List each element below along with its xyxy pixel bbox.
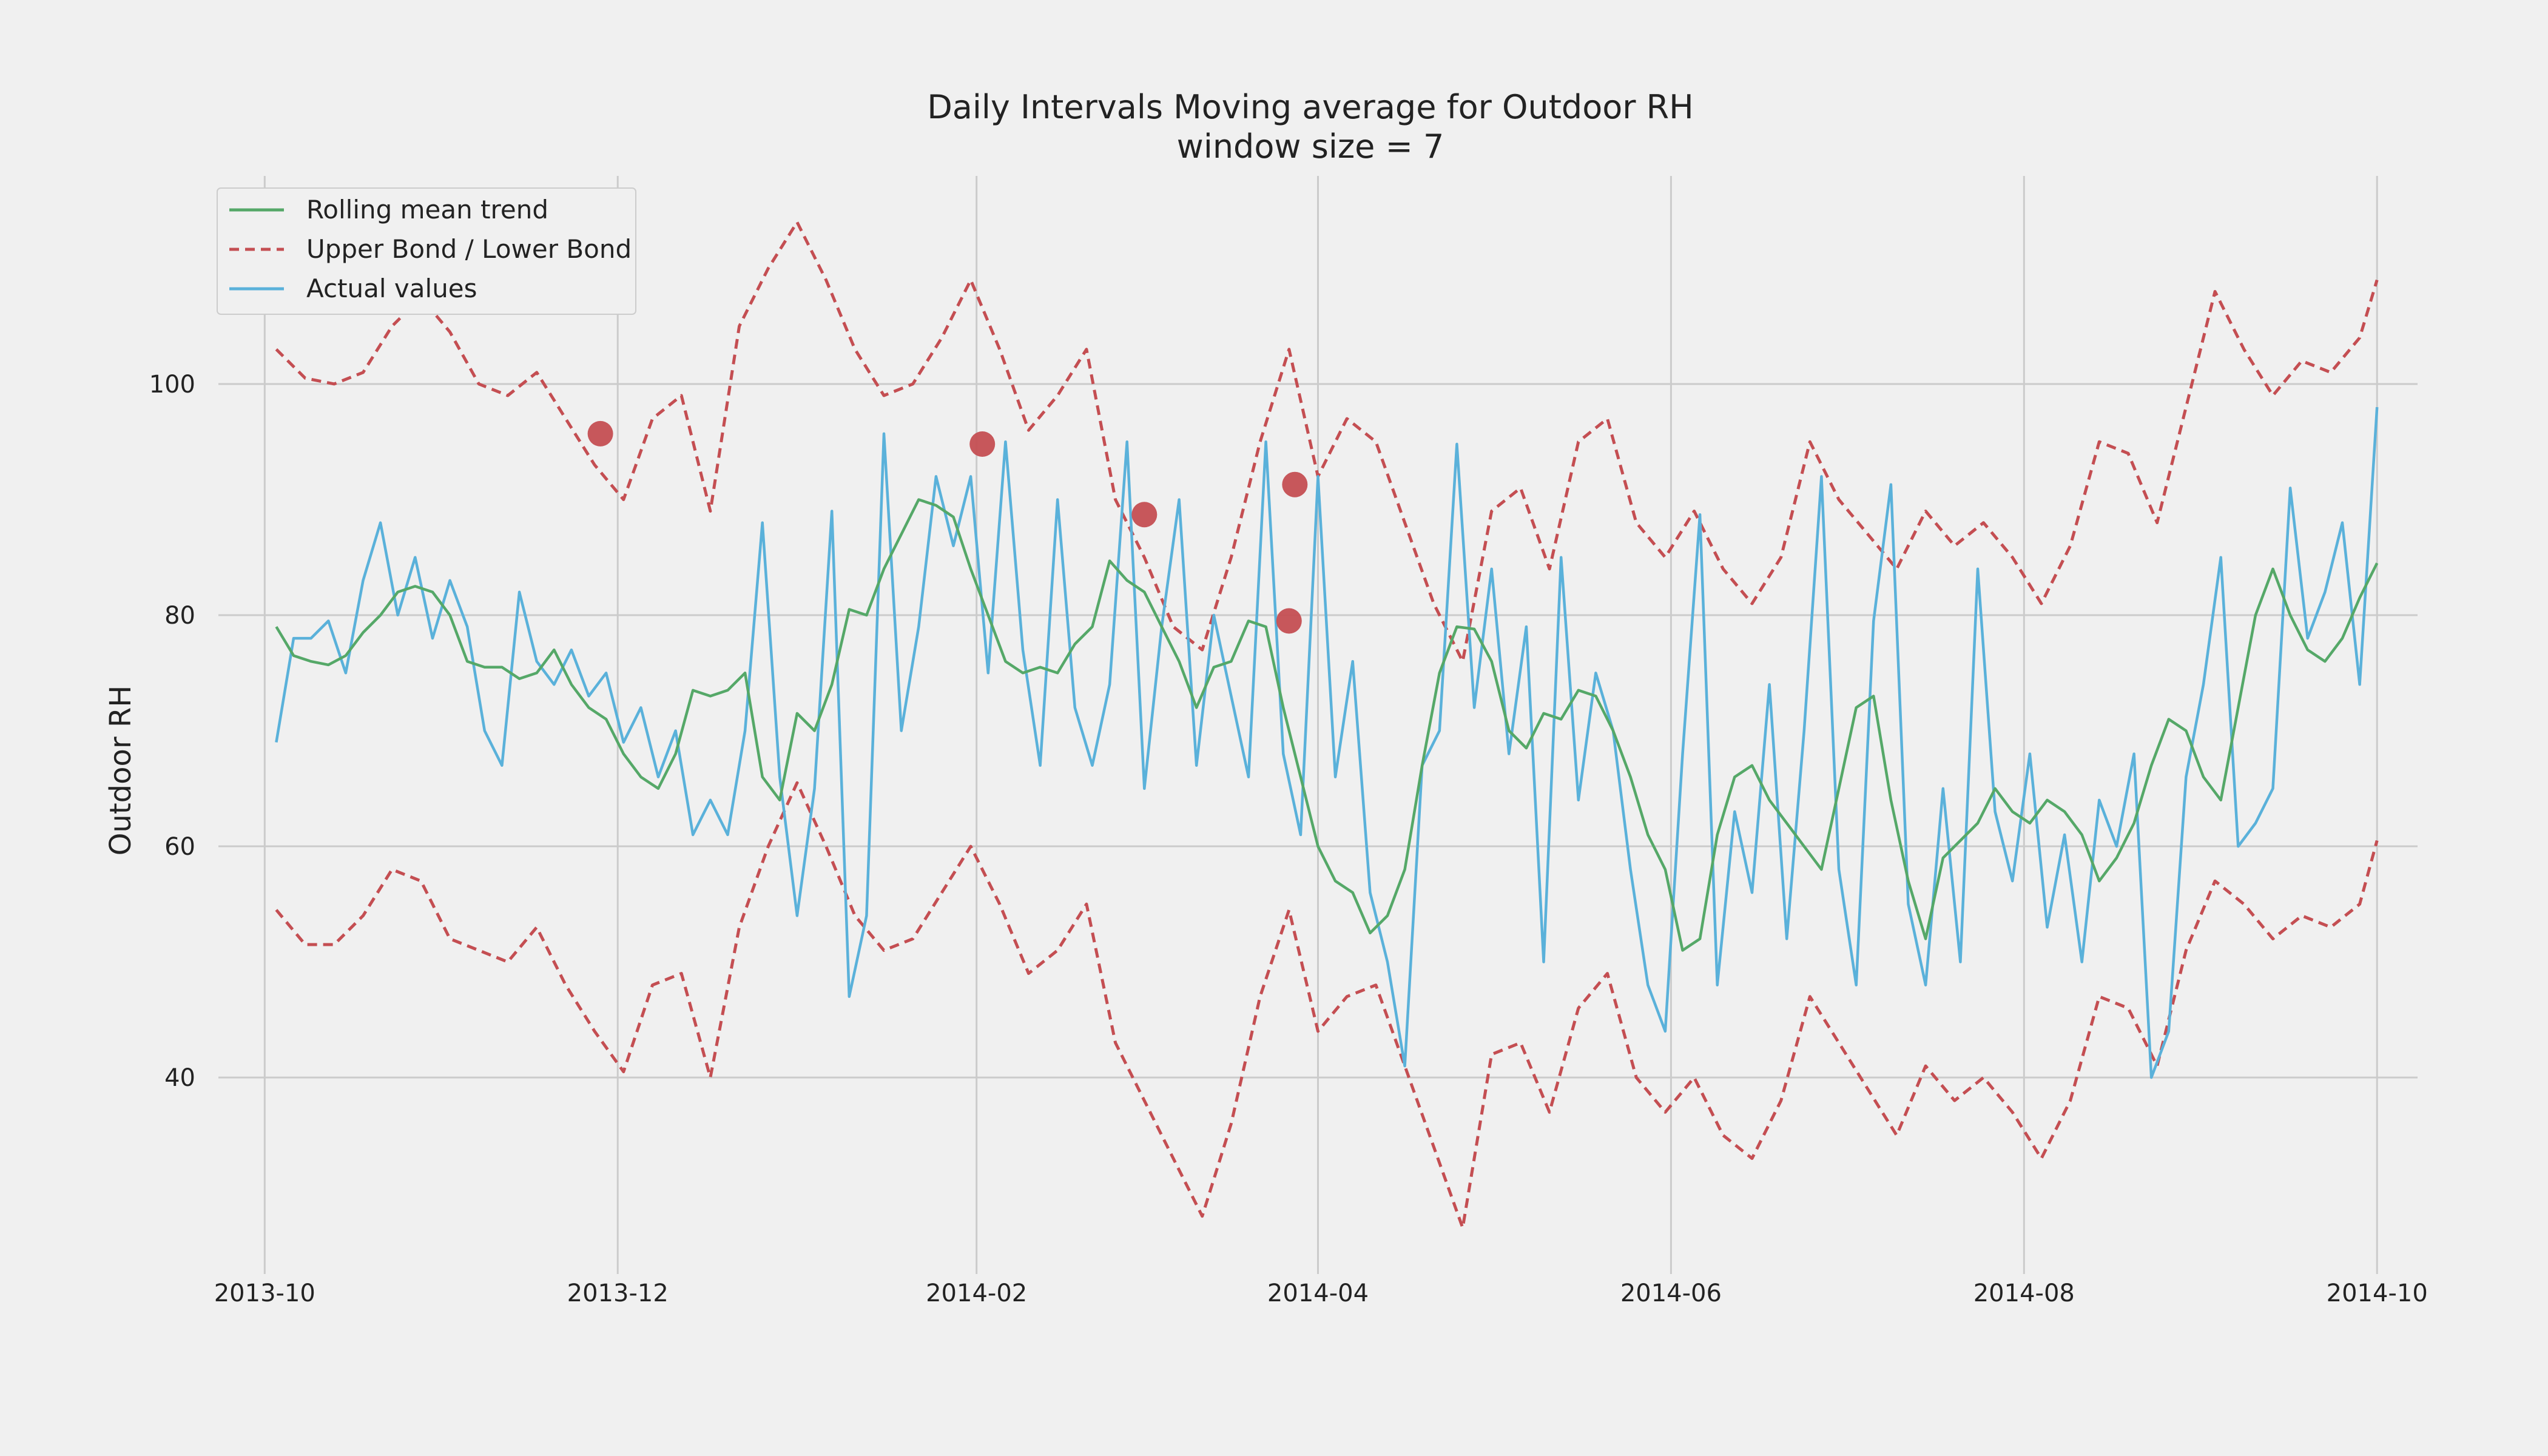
series-line-actual-values [275,406,2379,1079]
series-lines [275,220,2379,1230]
anomaly-marker [1276,608,1302,634]
x-tick-label: 2014-02 [926,1279,1027,1307]
y-tick-labels: 40 60 80 100 [149,371,195,1092]
x-tick-labels: 2013-10 2013-12 2014-02 2014-04 2014-06 2014-… [214,1279,2428,1307]
chart-subtitle: window size = 7 [1177,127,1444,166]
chart-title: Daily Intervals Moving average for Outdo… [927,88,1694,126]
legend: Rolling mean trend Upper Bond / Lower Bo… [217,187,636,315]
y-tick-label: 80 [164,602,195,630]
anomaly-marker [1282,471,1308,497]
x-tick-label: 2013-10 [214,1279,315,1307]
series-line-rolling-mean-trend [275,498,2379,952]
grid [218,176,2418,1274]
legend-box [217,187,636,315]
x-tick-label: 2014-08 [1973,1279,2075,1307]
y-tick-label: 60 [164,833,195,861]
x-tick-label: 2014-10 [2327,1279,2428,1307]
y-tick-label: 40 [164,1064,195,1092]
x-tick-label: 2013-12 [567,1279,669,1307]
series-line-upper-bond [275,220,2379,663]
legend-label-actual: Actual values [306,274,477,303]
y-axis-label: Outdoor RH [104,686,138,856]
anomaly-markers [587,420,1308,634]
series-line-lower-bond [275,781,2379,1230]
anomaly-marker [587,420,613,447]
legend-label-bounds: Upper Bond / Lower Bond [306,234,632,264]
anomaly-marker [969,431,996,457]
x-tick-label: 2014-04 [1267,1279,1369,1307]
x-tick-label: 2014-06 [1620,1279,1722,1307]
anomaly-marker [1131,502,1158,528]
legend-label-rolling-mean: Rolling mean trend [306,195,548,224]
y-tick-label: 100 [149,371,195,399]
